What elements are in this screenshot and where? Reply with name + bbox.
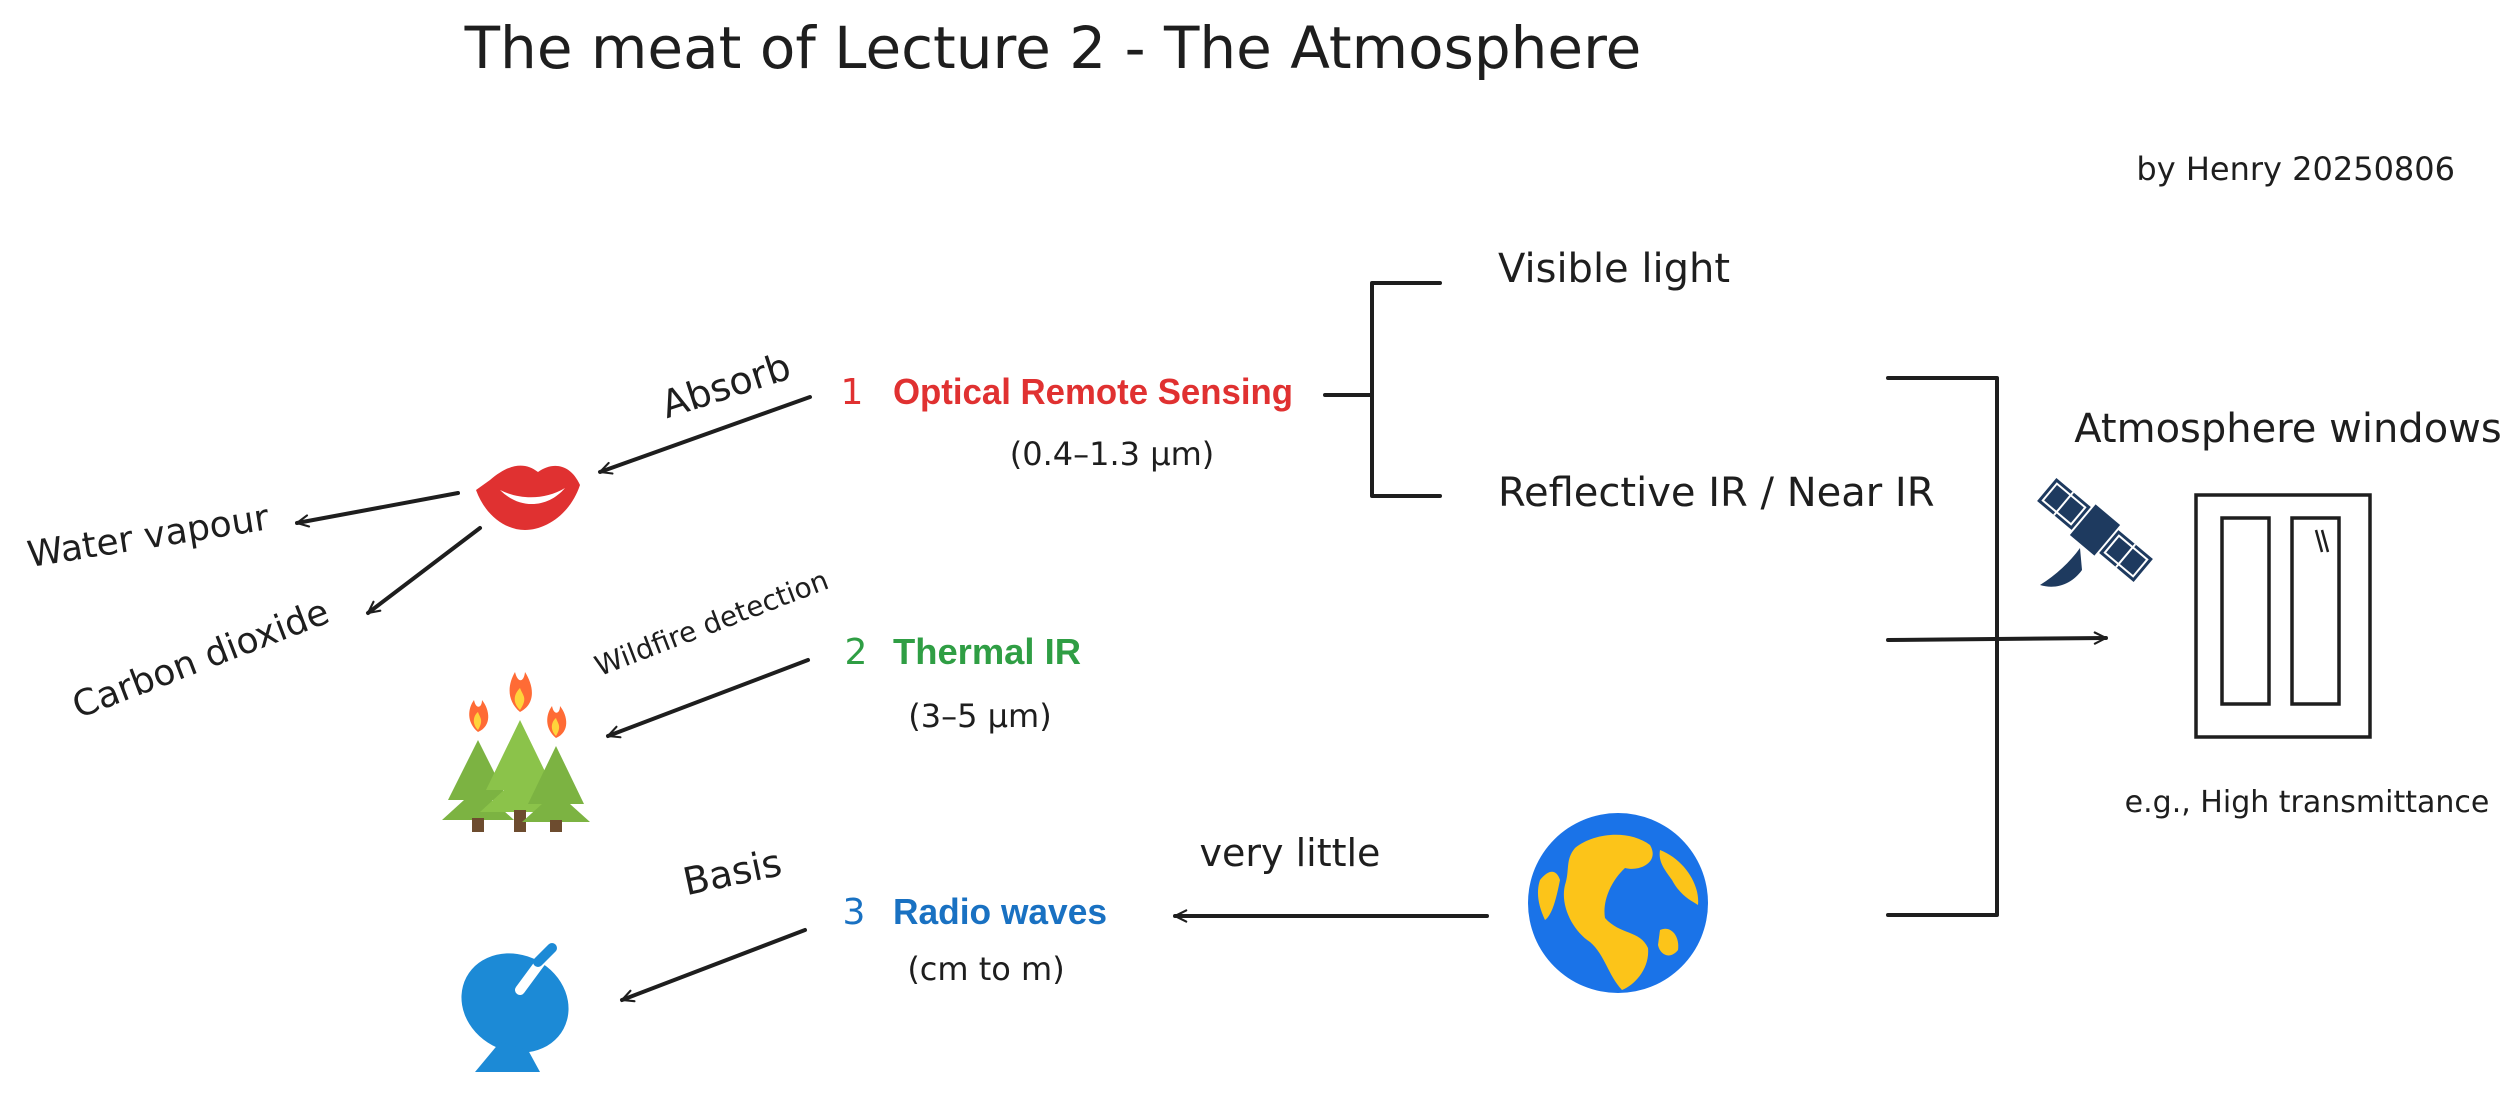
band-3-range: (cm to m) bbox=[907, 950, 1064, 988]
windows-note: e.g., High transmittance bbox=[2125, 785, 2490, 820]
carbon-dioxide-arrow bbox=[366, 526, 482, 615]
wildfire-arrow bbox=[606, 658, 810, 739]
band-1-number: 1 bbox=[841, 372, 864, 413]
band-2-name: Thermal IR bbox=[893, 631, 1081, 672]
window-icon bbox=[2194, 493, 2372, 739]
water-vapour-arrow bbox=[295, 491, 460, 528]
satellite-dish-icon bbox=[461, 943, 569, 1072]
burning-trees-icon bbox=[442, 672, 590, 832]
author-note: by Henry 20250806 bbox=[2136, 150, 2455, 188]
band-1-range: (0.4–1.3 µm) bbox=[1010, 435, 1214, 473]
visible-light-label: Visible light bbox=[1498, 246, 1730, 292]
satellite-antenna bbox=[2040, 548, 2082, 587]
lips-icon bbox=[476, 465, 580, 530]
band-3-number: 3 bbox=[843, 892, 866, 933]
satellite-icon bbox=[2037, 478, 2153, 582]
absorb-arrow bbox=[598, 395, 812, 475]
optical-bracket bbox=[1323, 281, 1442, 498]
band-1-name: Optical Remote Sensing bbox=[893, 371, 1293, 412]
windows-title: Atmosphere windows bbox=[2074, 406, 2501, 452]
absorb-label: Absorb bbox=[656, 344, 796, 427]
band-2-range: (3–5 µm) bbox=[908, 697, 1051, 735]
basis-arrow bbox=[620, 928, 807, 1003]
windows-bracket bbox=[1886, 376, 1999, 917]
basis-label: Basis bbox=[679, 840, 785, 904]
carbon-dioxide-label: Carbon dioxide bbox=[67, 592, 335, 727]
windows-arrow bbox=[1886, 631, 2108, 645]
water-vapour-label: Water vapour bbox=[25, 497, 272, 576]
band-2-number: 2 bbox=[845, 632, 868, 673]
very-little-label: very little bbox=[1200, 831, 1381, 875]
near-ir-label: Reflective IR / Near IR bbox=[1498, 470, 1934, 516]
globe-icon bbox=[1528, 813, 1708, 993]
band-3-name: Radio waves bbox=[893, 891, 1107, 932]
page-title: The meat of Lecture 2 - The Atmosphere bbox=[464, 14, 1642, 82]
